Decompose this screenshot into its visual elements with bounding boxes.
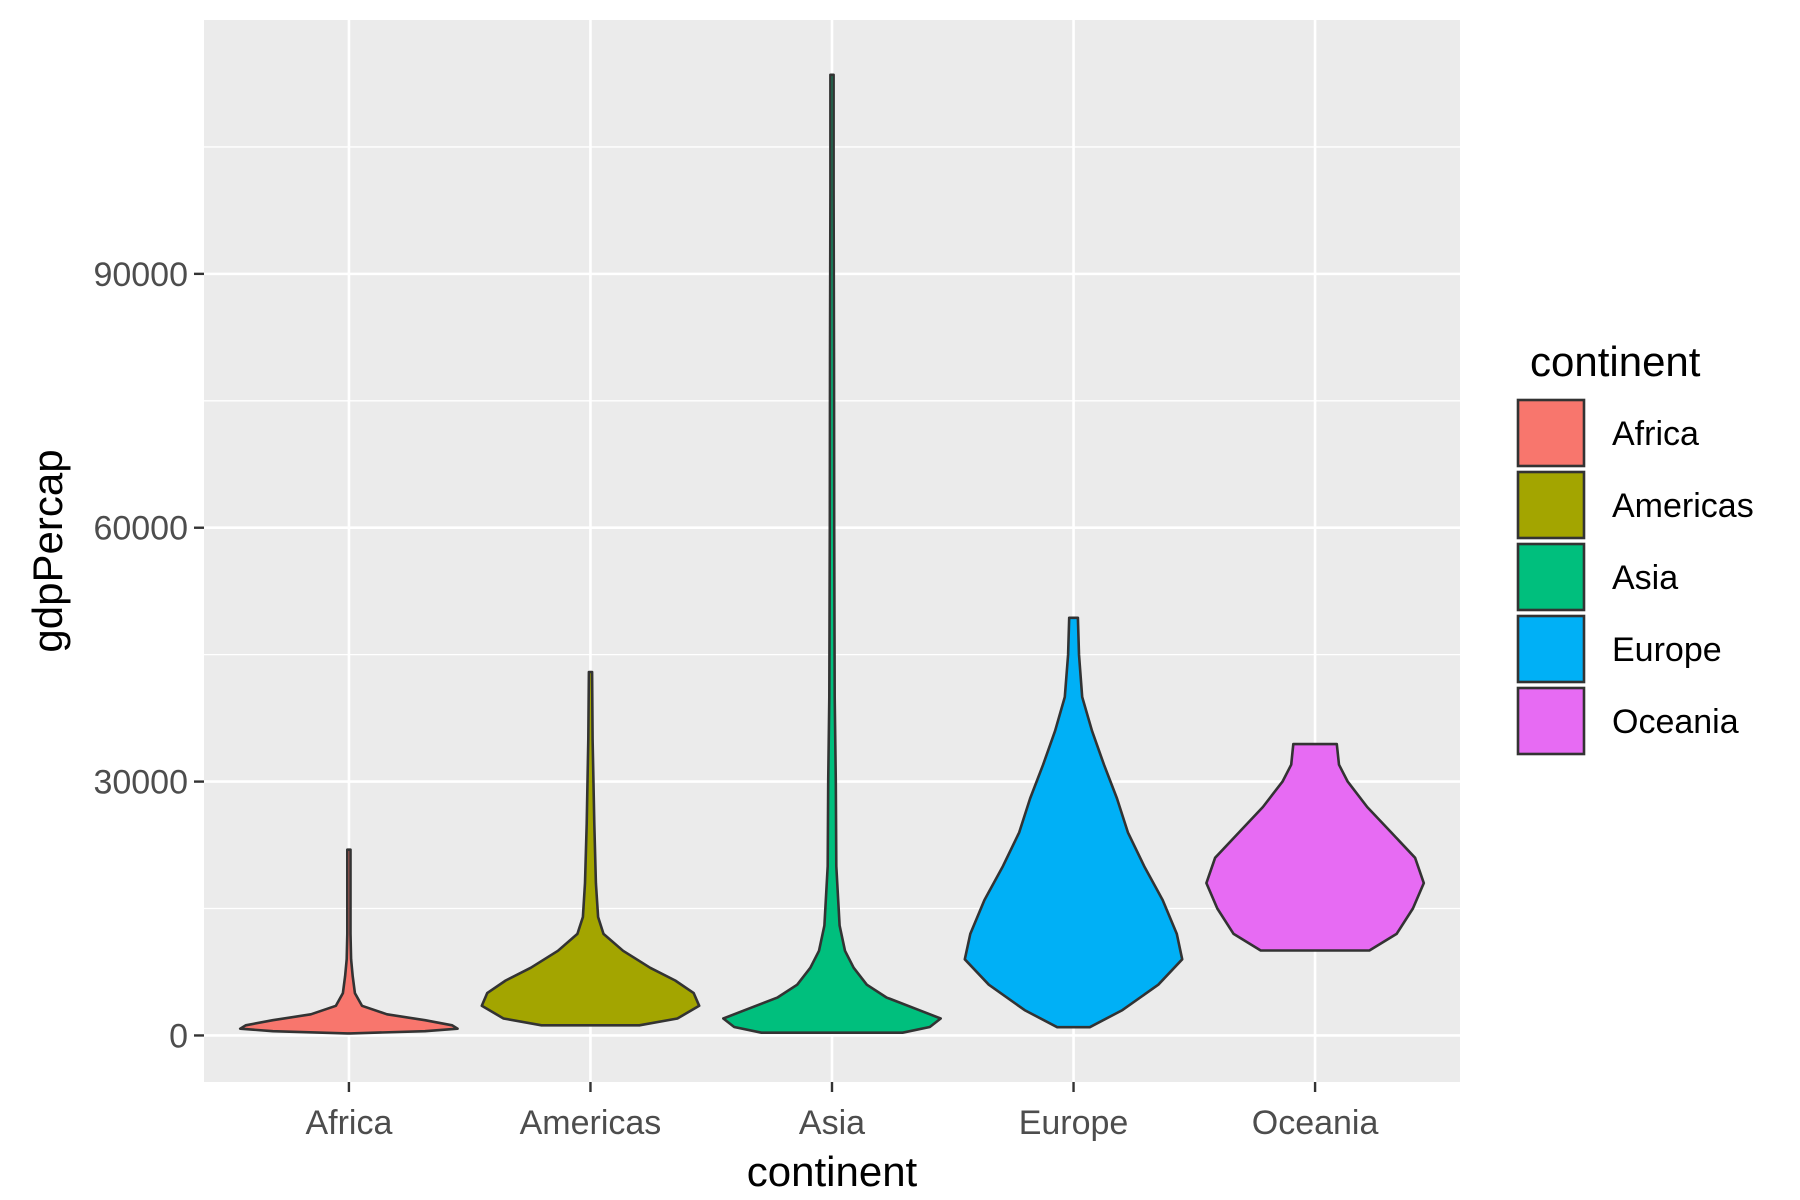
y-tick-label: 0 [169, 1017, 188, 1055]
x-tick-label: Oceania [1252, 1104, 1379, 1142]
legend-key-oceania [1516, 686, 1586, 756]
y-tick-label: 60000 [93, 510, 188, 548]
x-axis: Africa Americas Asia Europe Oceania [305, 1082, 1378, 1142]
y-axis-title: gdpPercap [24, 449, 71, 652]
violins [238, 73, 1426, 1035]
legend-key-africa [1516, 398, 1586, 468]
legend-title: continent [1530, 338, 1701, 385]
legend: continent Africa Americas Asia Europe Oceani… [1516, 338, 1754, 756]
y-tick-label: 30000 [93, 764, 188, 802]
legend-key-europe [1516, 614, 1586, 684]
x-axis-title: continent [747, 1148, 918, 1195]
violin-americas [480, 670, 701, 1027]
y-axis: 0 30000 60000 90000 [93, 256, 204, 1055]
x-tick-label: Asia [799, 1104, 865, 1142]
x-tick-label: Americas [520, 1104, 662, 1142]
legend-label-oceania: Oceania [1612, 703, 1739, 741]
legend-key-asia [1516, 542, 1586, 612]
legend-label-europe: Europe [1612, 631, 1722, 669]
violin-oceania [1205, 742, 1426, 952]
legend-label-americas: Americas [1612, 487, 1754, 525]
legend-label-africa: Africa [1612, 415, 1699, 453]
legend-key-americas [1516, 470, 1586, 540]
violin-africa [238, 848, 459, 1035]
violin-europe [963, 616, 1184, 1029]
x-tick-label: Europe [1019, 1104, 1129, 1142]
legend-label-asia: Asia [1612, 559, 1678, 597]
y-tick-label: 90000 [93, 256, 188, 294]
x-tick-label: Africa [305, 1104, 392, 1142]
violin-asia [722, 73, 942, 1034]
